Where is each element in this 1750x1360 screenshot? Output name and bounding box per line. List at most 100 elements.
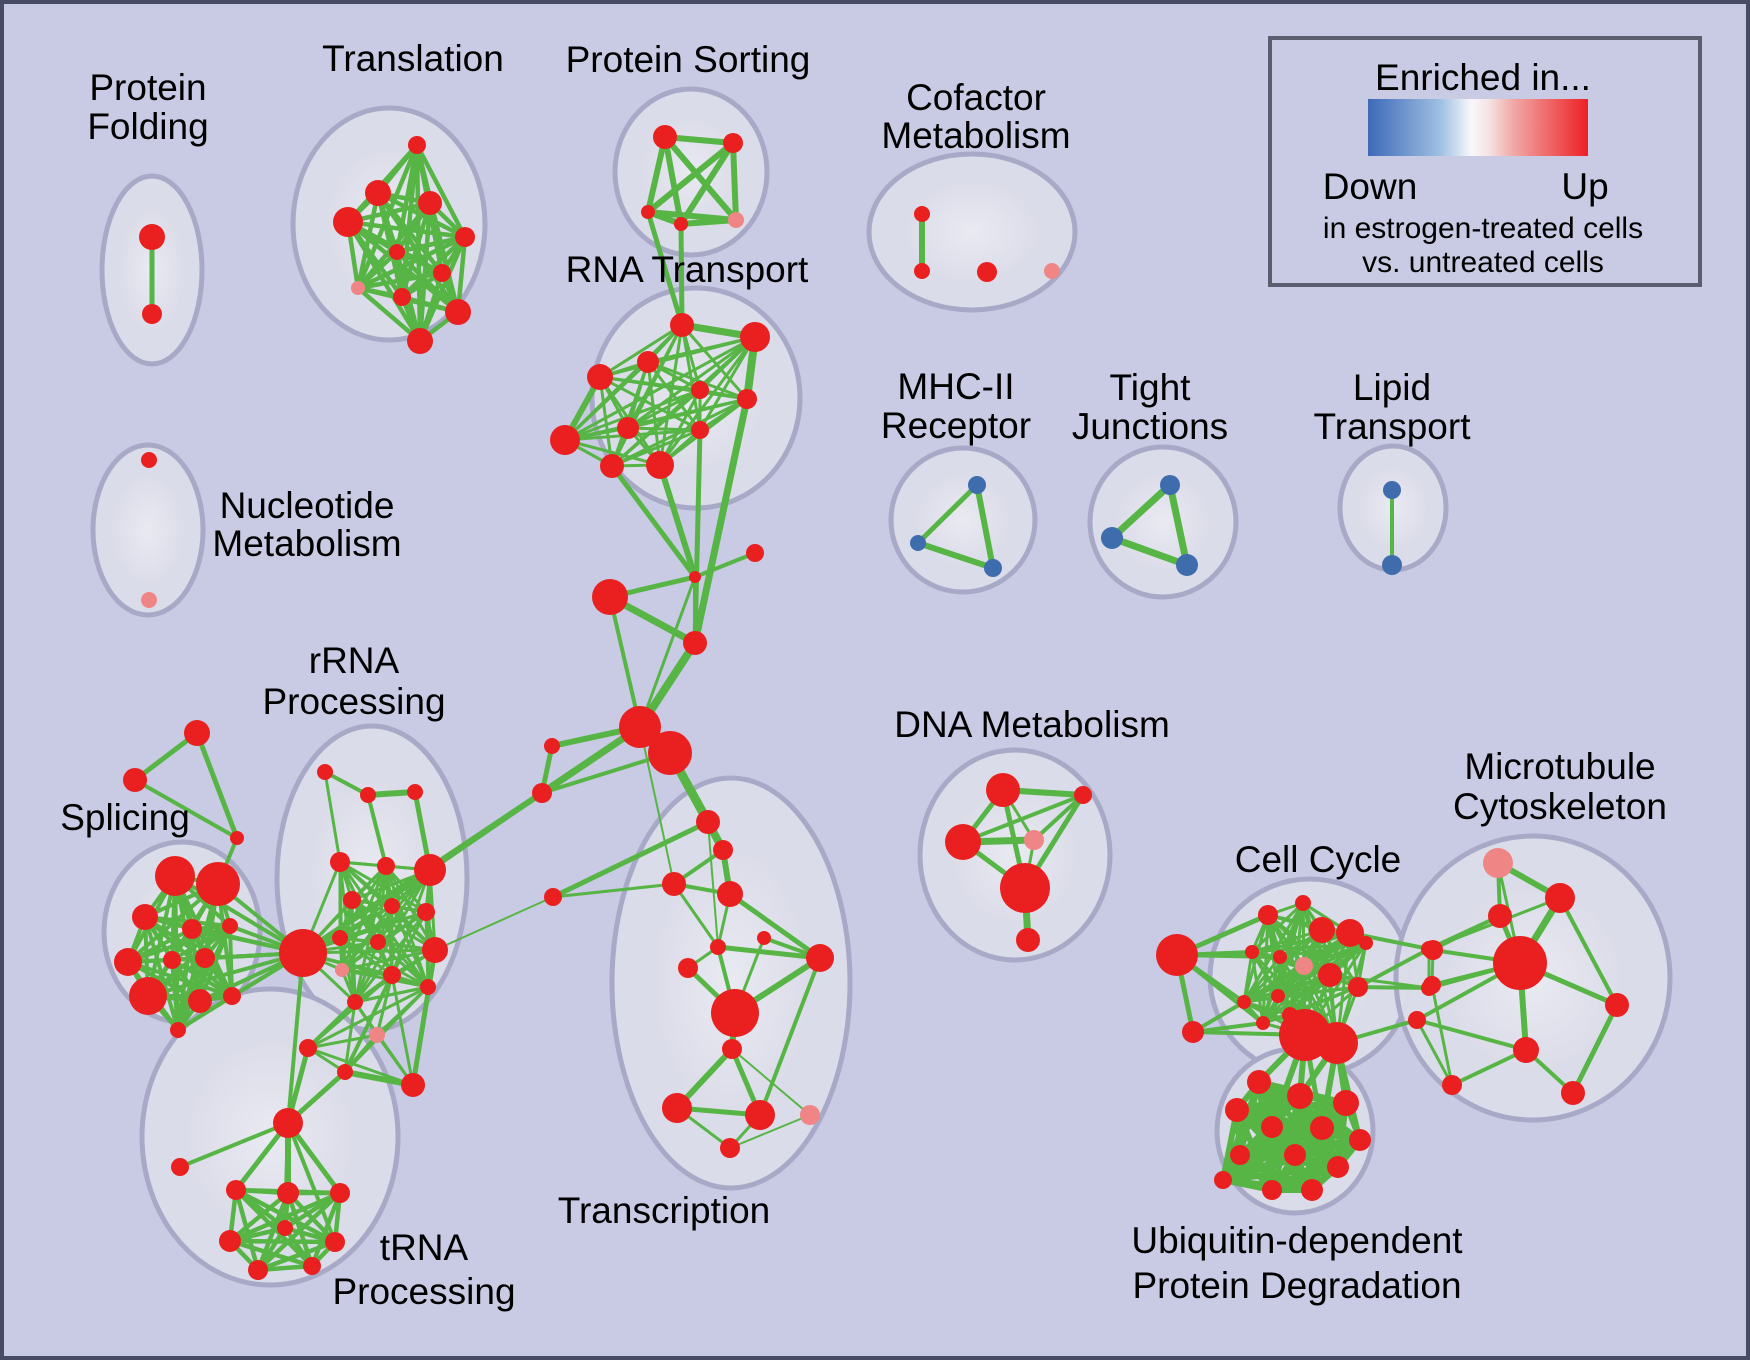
network-edge [707,821,719,948]
cluster-ellipse-transcription [609,775,853,1191]
network-node [393,288,411,306]
network-node [646,451,674,479]
network-node [343,891,361,909]
network-node [1271,989,1285,1003]
network-edge [729,1114,811,1149]
cluster-label-cofactor-metabolism: Cofactor [906,77,1046,118]
network-node [641,205,655,219]
legend-up-label: Up [1561,166,1608,207]
cluster-label-tight-junctions: Tight [1110,367,1192,408]
cluster-label-cell-cycle: Cell Cycle [1235,839,1402,880]
network-node [653,125,677,149]
network-edge [1108,481,1174,542]
network-node [129,977,167,1015]
cluster-label-nucleotide-metabolism: Nucleotide [220,485,395,526]
network-node [806,944,834,972]
network-node [1295,957,1313,975]
cluster-label-splicing: Splicing [60,797,190,838]
network-edge [609,463,698,580]
network-edge [1328,973,1431,990]
network-edge [680,323,749,401]
network-edge [715,944,823,961]
cluster-label-rrna-processing: Processing [262,681,445,722]
network-node [670,313,694,337]
network-node [332,930,348,946]
network-edge [645,209,685,328]
network-edge [355,270,445,291]
network-node [1074,786,1092,804]
network-node [1295,895,1311,911]
network-node [800,1105,820,1125]
network-edge [1032,793,1085,842]
cluster-label-trna-processing: Processing [332,1271,515,1312]
network-node [360,787,376,803]
network-node [299,1039,317,1057]
legend-subtitle-2: vs. untreated cells [1362,246,1604,279]
network-edge [1261,913,1270,1025]
network-edge [126,924,232,964]
network-node [1000,863,1050,913]
cluster-label-transcription: Transcription [558,1190,770,1231]
network-node [1327,1156,1349,1178]
network-node [384,898,400,914]
network-node [123,768,147,792]
network-node [945,824,981,860]
network-node [637,351,659,373]
network-node [1605,993,1629,1017]
network-node [674,217,688,231]
network-edge [345,219,468,240]
network-edge [1558,896,1619,1007]
network-node [977,262,997,282]
network-edge [178,1121,290,1169]
network-node [1423,940,1443,960]
network-node [1301,1179,1323,1201]
network-node [222,918,238,934]
network-edge [658,388,702,467]
network-node [330,1183,350,1203]
network-edge [563,335,757,442]
network-edge [608,595,642,729]
network-node [1310,1116,1334,1140]
network-node [691,421,709,439]
network-node [1214,1171,1232,1189]
network-node [407,784,423,800]
network-edge [323,770,370,797]
network-node [163,951,181,969]
network-edge [366,793,388,868]
network-node [1349,1129,1371,1151]
network-edge [1276,985,1360,998]
network-edge [727,891,823,961]
network-node [722,1039,742,1059]
network-edge [1242,950,1254,1004]
network-node [745,1100,775,1130]
network-edge [662,134,739,223]
network-node [1316,1022,1358,1064]
network-edge [434,896,554,951]
network-node [114,948,142,976]
network-node [1225,1098,1249,1122]
network-node [678,958,698,978]
network-edge [1108,534,1191,569]
network-node [1382,555,1402,575]
network-node [347,994,363,1010]
network-node [532,783,552,803]
network-edge [961,793,1085,844]
network-node [325,1232,345,1252]
network-edge [427,790,545,873]
network-node [1258,905,1278,925]
network-node [1408,1011,1426,1029]
network-node [333,207,363,237]
network-node [1287,1083,1313,1109]
network-edge [974,482,996,571]
network-edge [1242,955,1282,1004]
network-node [968,476,986,494]
network-node [1273,950,1287,964]
network-node [370,934,386,950]
cluster-label-nucleotide-metabolism: Metabolism [212,523,401,564]
network-node [914,206,930,222]
network-node [1256,1016,1270,1030]
cluster-label-lipid-transport: Lipid [1353,367,1431,408]
cluster-label-dna-metabolism: DNA Metabolism [894,704,1170,745]
network-node [550,425,580,455]
network-node [408,136,426,154]
